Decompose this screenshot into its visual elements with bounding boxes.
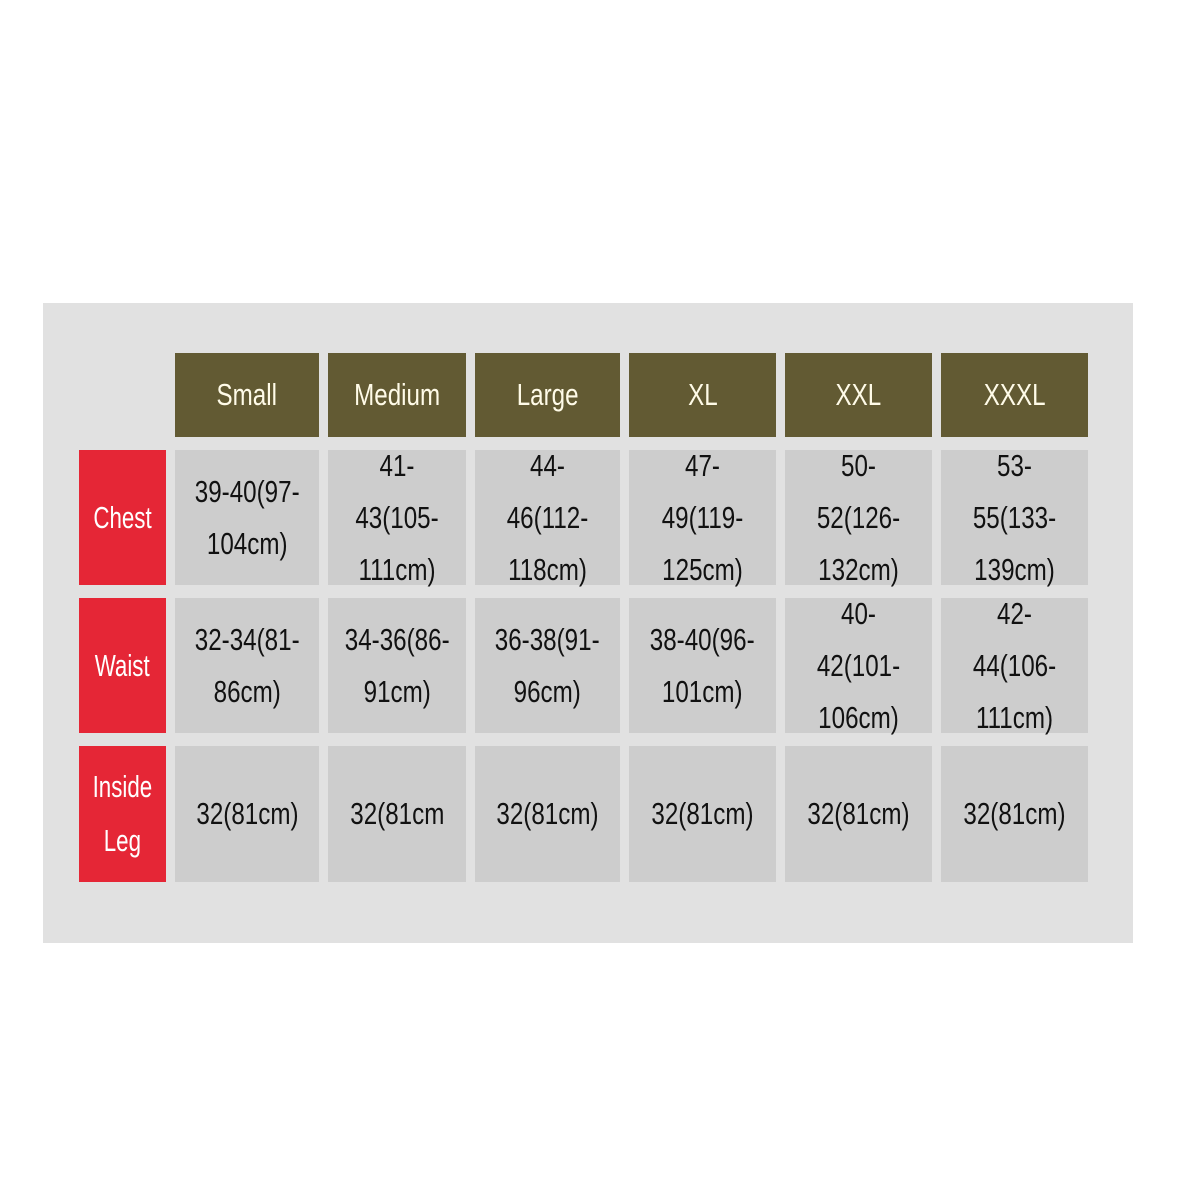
measurement-cell: 32(81cm) — [629, 746, 776, 882]
measurement-cell: 38-40(96- 101cm) — [629, 598, 776, 733]
measurement-cell-text: 36-38(91- 96cm) — [495, 621, 600, 709]
size-header-small: Small — [175, 353, 319, 437]
measurement-cell: 39-40(97- 104cm) — [175, 450, 319, 585]
measurement-cell-text: 34-36(86- 91cm) — [344, 621, 450, 709]
size-header-large: Large — [475, 353, 620, 437]
size-header-xxxl: XXXL — [941, 353, 1088, 437]
measurement-cell: 32-34(81- 86cm) — [175, 598, 319, 733]
measurement-cell: 42-44(106- 111cm) — [941, 596, 1088, 735]
size-header-xxxl-text: XXXL — [983, 377, 1046, 412]
measurement-cell-text: 39-40(97- 104cm) — [194, 473, 300, 561]
measurement-cell-text: 38-40(96- 101cm) — [650, 621, 755, 709]
size-header-xxl: XXL — [785, 353, 932, 437]
row-label-chest: Chest — [79, 450, 166, 585]
measurement-cell: 32(81cm) — [941, 746, 1088, 882]
measurement-cell-text: 32(81cm) — [496, 796, 599, 831]
measurement-cell-text: 40-42(101- 106cm) — [816, 595, 901, 735]
size-header-xl-text: XL — [687, 377, 718, 412]
measurement-cell-text: 50-52(126- 132cm) — [816, 447, 901, 587]
measurement-cell: 32(81cm) — [175, 746, 319, 882]
measurement-cell: 44-46(112- 118cm) — [475, 448, 620, 587]
measurement-cell-text: 53-55(133- 139cm) — [972, 447, 1057, 587]
measurement-cell-text: 32(81cm) — [807, 796, 910, 831]
measurement-cell-text: 32(81cm) — [195, 796, 299, 831]
corner-cell — [79, 353, 166, 437]
size-header-large-text: Large — [516, 377, 579, 412]
measurement-cell-text: 41-43(105- 111cm) — [355, 447, 439, 587]
measurement-cell: 47-49(119- 125cm) — [629, 448, 776, 587]
measurement-cell: 36-38(91- 96cm) — [475, 598, 620, 733]
measurement-cell: 50-52(126- 132cm) — [785, 448, 932, 587]
size-header-xl: XL — [629, 353, 776, 437]
measurement-cell: 32(81cm — [328, 746, 466, 882]
size-header-medium-text: Medium — [353, 377, 440, 412]
size-header-small-text: Small — [216, 377, 278, 412]
measurement-cell: 53-55(133- 139cm) — [941, 448, 1088, 587]
measurement-cell-text: 32(81cm) — [651, 796, 754, 831]
measurement-cell-text: 32(81cm) — [963, 796, 1066, 831]
row-label-waist: Waist — [79, 598, 166, 733]
measurement-cell: 41-43(105- 111cm) — [328, 448, 466, 587]
measurement-cell: 32(81cm) — [785, 746, 932, 882]
row-label-waist-text: Waist — [95, 647, 150, 683]
measurement-cell-text: 47-49(119- 125cm) — [661, 447, 744, 587]
size-header-medium: Medium — [328, 353, 466, 437]
measurement-cell-text: 42-44(106- 111cm) — [972, 595, 1057, 735]
row-label-inside-leg-text: Inside Leg — [92, 769, 153, 858]
row-label-chest-text: Chest — [93, 499, 152, 535]
row-label-inside-leg: Inside Leg — [79, 746, 166, 882]
measurement-cell: 40-42(101- 106cm) — [785, 596, 932, 735]
measurement-cell: 32(81cm) — [475, 746, 620, 882]
measurement-cell-text: 44-46(112- 118cm) — [506, 447, 589, 587]
size-header-xxl-text: XXL — [835, 377, 882, 412]
measurement-cell-text: 32-34(81- 86cm) — [194, 621, 300, 709]
size-chart-table: Small Medium Large XL XXL XXXL Chest 39-40(97- … — [79, 353, 1088, 882]
measurement-cell-text: 32(81cm — [349, 796, 445, 831]
measurement-cell: 34-36(86- 91cm) — [328, 598, 466, 733]
